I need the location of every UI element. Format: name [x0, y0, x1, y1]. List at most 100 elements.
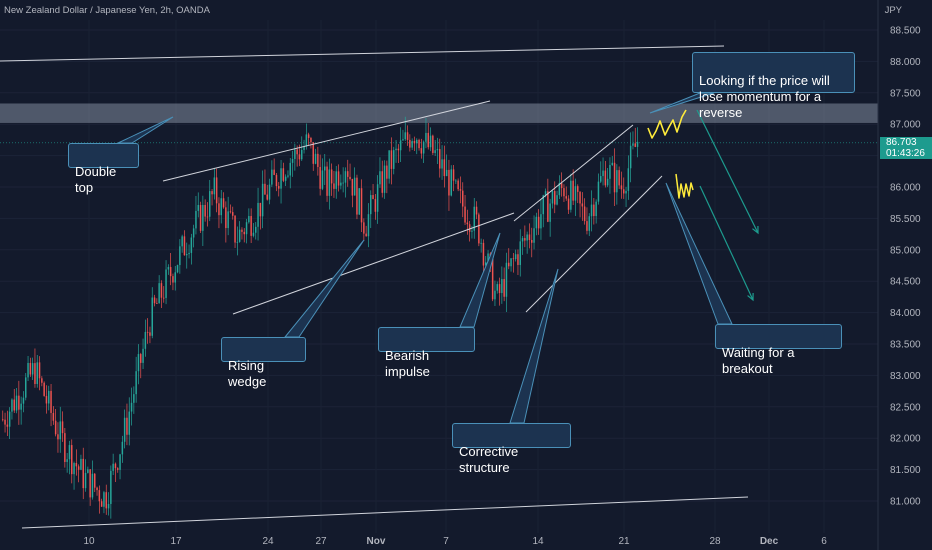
- callout-breakout[interactable]: Waiting for a breakout: [715, 324, 842, 376]
- candle-body: [206, 216, 209, 218]
- candle-body: [156, 303, 158, 305]
- candle-body: [176, 265, 179, 273]
- candle-body: [623, 189, 625, 194]
- candle-body: [579, 191, 581, 204]
- candle-body: [475, 206, 478, 215]
- candle-body: [52, 412, 55, 421]
- candle-body: [186, 254, 188, 256]
- candle-body: [376, 184, 379, 212]
- candle-body: [215, 177, 218, 204]
- candle-body: [307, 134, 310, 138]
- x-tick-label: 6: [821, 536, 827, 547]
- candle-body: [505, 262, 508, 297]
- y-tick-label: 88.500: [890, 26, 921, 37]
- callout-momentum-text: Looking if the price will lose momentum …: [699, 73, 830, 120]
- candle-body: [222, 198, 225, 208]
- candle-body: [11, 399, 13, 412]
- candle-body: [243, 231, 245, 235]
- callout-corrective-structure-text: Corrective structure: [459, 444, 519, 475]
- candle-body: [572, 180, 574, 201]
- candle-body: [282, 168, 285, 181]
- candle-body: [45, 395, 48, 404]
- candle-body: [602, 170, 604, 177]
- candle-body: [616, 170, 618, 193]
- candle-body: [4, 419, 6, 425]
- candle-body: [73, 463, 75, 475]
- candle-body: [565, 196, 567, 199]
- candle-body: [245, 222, 248, 235]
- candle-body: [517, 254, 519, 265]
- candle-body: [13, 399, 15, 411]
- candle-body: [234, 215, 236, 243]
- y-tick-label: 83.000: [890, 371, 921, 382]
- candle-body: [328, 169, 331, 196]
- callout-double-top[interactable]: Double top: [68, 143, 139, 195]
- candle-body: [71, 445, 73, 475]
- callout-momentum[interactable]: Looking if the price will lose momentum …: [692, 52, 855, 120]
- wedge-lower-line: [232, 212, 515, 315]
- pointer-breakout: [665, 182, 733, 325]
- wedge-upper-line: [162, 100, 491, 182]
- candle-body: [471, 230, 473, 232]
- candle-body: [241, 229, 243, 232]
- candle-body: [301, 149, 303, 160]
- bar-countdown: 01:43:26: [886, 148, 925, 159]
- candle-body: [146, 331, 149, 333]
- candle-body: [390, 150, 393, 169]
- y-tick-label: 86.000: [890, 183, 921, 194]
- projection-arrow-lower-head: [747, 292, 754, 302]
- callout-bearish-impulse-text: Bearish impulse: [385, 348, 430, 379]
- candle-body: [395, 148, 397, 151]
- callout-bearish-impulse[interactable]: Bearish impulse: [378, 327, 475, 379]
- candle-body: [519, 241, 521, 265]
- scribble-upper: [647, 109, 687, 139]
- candle-body: [593, 204, 595, 217]
- candle-body: [533, 228, 535, 243]
- candle-body: [613, 162, 616, 193]
- candle-body: [36, 362, 38, 384]
- candle-body: [448, 169, 450, 196]
- candle-body: [634, 143, 636, 147]
- candle-body: [406, 132, 409, 140]
- pointer-corrective-structure: [509, 268, 559, 424]
- candle-body: [119, 454, 121, 470]
- candle-body: [142, 348, 144, 363]
- projection-arrow-upper-head: [752, 225, 759, 235]
- projection-arrow-lower: [699, 185, 754, 301]
- candle-body: [110, 470, 112, 504]
- y-tick-label: 82.500: [890, 402, 921, 413]
- candle-body: [114, 463, 117, 469]
- candle-body: [542, 195, 544, 215]
- candle-body: [220, 198, 222, 216]
- candle-body: [98, 490, 101, 502]
- callout-double-top-text: Double top: [75, 164, 117, 195]
- candle-body: [358, 188, 360, 215]
- callout-corrective-structure[interactable]: Corrective structure: [452, 423, 571, 475]
- candle-body: [540, 214, 542, 229]
- candle-body: [443, 159, 446, 177]
- candle-body: [466, 222, 469, 225]
- candle-body: [298, 154, 301, 160]
- candle-body: [457, 180, 459, 190]
- corrective-lower-line: [525, 175, 663, 313]
- candle-body: [379, 171, 381, 185]
- candle-body: [294, 149, 296, 159]
- candle-body: [66, 459, 68, 462]
- candle-body: [473, 206, 475, 231]
- candle-body: [445, 169, 448, 177]
- candle-body: [556, 195, 558, 205]
- candle-body: [413, 140, 416, 144]
- candle-body: [429, 135, 432, 148]
- candle-body: [544, 191, 547, 196]
- candle-body: [439, 149, 441, 169]
- candle-body: [441, 159, 443, 169]
- x-tick-label: 7: [443, 536, 449, 547]
- callout-rising-wedge[interactable]: Rising wedge: [221, 337, 306, 389]
- y-tick-label: 84.500: [890, 277, 921, 288]
- candle-body: [595, 201, 597, 217]
- candles: [2, 116, 639, 519]
- candle-body: [31, 363, 34, 375]
- last-price: 86.703: [886, 137, 917, 148]
- candle-body: [464, 206, 466, 223]
